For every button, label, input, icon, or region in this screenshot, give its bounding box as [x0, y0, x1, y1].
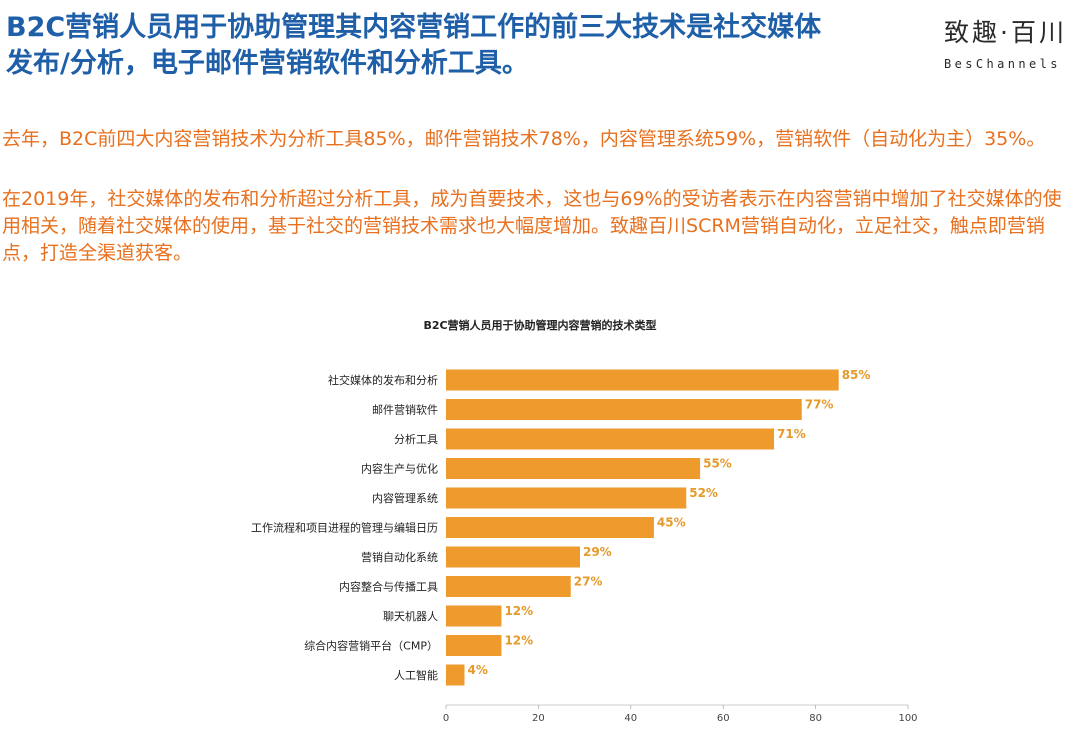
category-label: 聊天机器人 [383, 609, 438, 623]
page-headline: B2C营销人员用于协助管理其内容营销工作的前三大技术是社交媒体 发布/分析，电子… [6, 12, 822, 79]
x-tick-label: 0 [443, 713, 449, 724]
bar [446, 458, 701, 479]
value-label: 4% [467, 663, 487, 677]
category-label: 人工智能 [394, 668, 438, 682]
value-label: 71% [777, 427, 806, 441]
value-label: 45% [657, 516, 686, 530]
bar [446, 517, 654, 538]
value-label: 27% [574, 575, 603, 589]
category-label: 社交媒体的发布和分析 [328, 373, 438, 387]
bar [446, 428, 775, 450]
bar [446, 369, 839, 391]
value-label: 12% [504, 634, 533, 648]
value-label: 55% [703, 457, 732, 471]
category-label: 工作流程和项目进程的管理与编辑日历 [251, 521, 438, 535]
category-label: 分析工具 [394, 432, 438, 446]
category-label: 内容管理系统 [372, 491, 438, 505]
logo-english-text: BesChannels [944, 57, 1061, 71]
bar [446, 576, 571, 597]
category-label: 营销自动化系统 [361, 550, 438, 564]
x-tick-label: 80 [809, 713, 822, 724]
category-label: 内容整合与传播工具 [339, 580, 438, 594]
bar [446, 664, 465, 686]
value-label: 52% [689, 486, 718, 500]
x-tick-label: 100 [898, 713, 917, 724]
category-label: 邮件营销软件 [372, 403, 438, 417]
category-label: 综合内容营销平台（CMP） [304, 639, 438, 653]
value-label: 85% [842, 368, 871, 382]
category-label: 内容生产与优化 [361, 462, 438, 476]
bar [446, 399, 802, 420]
x-tick-label: 40 [624, 713, 637, 724]
bar [446, 605, 502, 627]
chart-title: B2C营销人员用于协助管理内容营销的技术类型 [423, 319, 657, 332]
bar [446, 546, 580, 568]
intro-paragraph-2: 在2019年，社交媒体的发布和分析超过分析工具，成为首要技术，这也与69%的受访… [2, 188, 1062, 264]
value-label: 77% [805, 398, 834, 412]
x-tick-label: 60 [717, 713, 730, 724]
brand-logo: 致趣·百川 BesChannels [944, 18, 1074, 71]
value-label: 12% [504, 604, 533, 618]
bar [446, 635, 502, 656]
intro-paragraph-1: 去年，B2C前四大内容营销技术为分析工具85%，邮件营销技术78%，内容管理系统… [2, 128, 1046, 150]
bar [446, 487, 687, 509]
value-label: 29% [583, 545, 612, 559]
logo-chinese-text: 致趣·百川 [944, 18, 1067, 47]
x-tick-label: 20 [532, 713, 545, 724]
